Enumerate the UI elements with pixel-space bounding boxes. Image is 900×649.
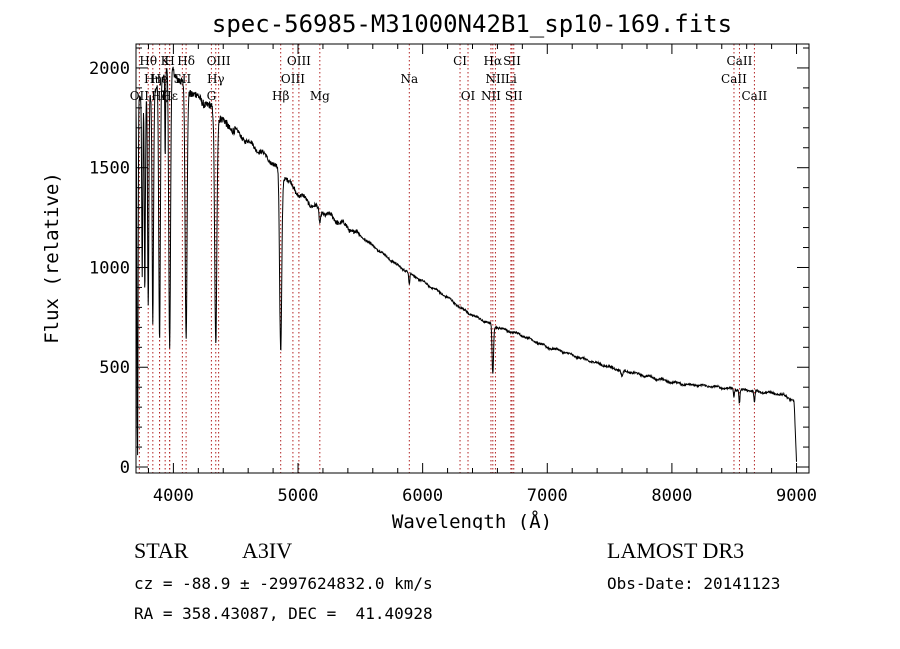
line-marker-label: OIII xyxy=(207,54,231,68)
line-marker-label: G xyxy=(207,89,217,103)
line-marker-label: Hθ xyxy=(139,54,157,68)
line-marker-label: Hε xyxy=(161,89,178,103)
line-marker-label: CaII xyxy=(727,54,753,68)
line-marker-label: Na xyxy=(400,72,418,86)
y-tick-label: 500 xyxy=(99,358,130,378)
line-marker-label: NII xyxy=(481,89,501,103)
y-tick-label: 1500 xyxy=(89,159,130,179)
spectral-subclass: A3IV xyxy=(242,538,293,563)
line-marker-label: OIII xyxy=(281,72,305,86)
spectrum-chart: spec-56985-M31000N42B1_sp10-169.fits Hθ K… xyxy=(41,10,817,530)
line-marker-label: Hα xyxy=(484,54,503,68)
x-tick-label: 8000 xyxy=(651,486,692,506)
x-tick-label: 9000 xyxy=(776,486,817,506)
line-marker-label: Hγ xyxy=(207,72,225,86)
line-marker-label: NII xyxy=(485,72,505,86)
line-marker-label: OI xyxy=(461,89,476,103)
x-tick-label: 5000 xyxy=(278,486,319,506)
line-marker-label: CaII xyxy=(741,89,767,103)
line-marker-label: Mg xyxy=(310,89,330,103)
line-marker-label: CI xyxy=(453,54,467,68)
y-tick-label: 1000 xyxy=(89,258,130,278)
spectrum-series-flux xyxy=(135,66,797,462)
line-marker-label: OIII xyxy=(287,54,311,68)
x-tick-label: 7000 xyxy=(527,486,568,506)
survey-name: LAMOST DR3 xyxy=(607,538,745,563)
line-marker-label: K xyxy=(161,54,171,68)
plot-frame xyxy=(135,43,810,474)
x-axis-label: Wavelength (Å) xyxy=(392,510,552,530)
line-marker-label: Hβ xyxy=(272,89,289,103)
y-tick-label: 2000 xyxy=(89,59,130,79)
redshift-readout: cz = -88.9 ± -2997624832.0 km/s xyxy=(134,574,433,593)
line-marker-label: Hδ xyxy=(177,54,195,68)
x-tick-label: 4000 xyxy=(153,486,194,506)
line-marker-label: H xyxy=(164,54,174,68)
chart-title: spec-56985-M31000N42B1_sp10-169.fits xyxy=(212,10,732,38)
obs-date: Obs-Date: 20141123 xyxy=(607,574,781,593)
coordinates: RA = 358.43087, DEC = 41.40928 xyxy=(134,604,433,623)
line-marker-label: SII xyxy=(503,54,521,68)
line-marker-label: SII xyxy=(505,89,523,103)
y-tick-label: 0 xyxy=(120,458,130,478)
line-marker-label: Hη xyxy=(144,72,162,86)
line-marker-label: Li xyxy=(505,72,517,86)
line-marker-label: CaII xyxy=(721,72,747,86)
x-tick-label: 6000 xyxy=(402,486,443,506)
y-axis-label: Flux (relative) xyxy=(41,172,63,344)
object-class: STAR xyxy=(134,538,189,563)
